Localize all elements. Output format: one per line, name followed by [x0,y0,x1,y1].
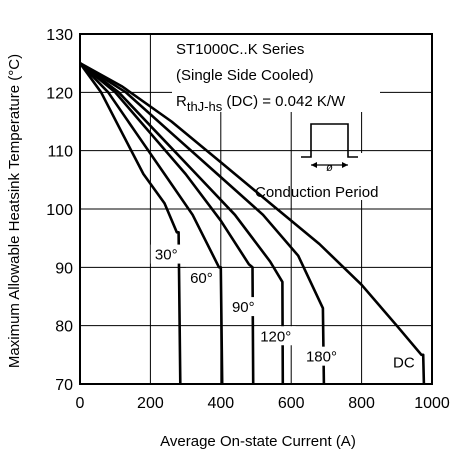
thermal-resistance-symbol: R [176,93,187,110]
y-tick-label: 80 [55,319,73,336]
x-tick-label: 200 [137,395,164,412]
curve-90° [79,62,255,385]
curve-label-background [150,244,182,264]
x-axis-ticks: 0 200 400 600 800 1000 [76,395,450,412]
curve-label: 30° [155,247,178,264]
plot-frame [79,33,433,385]
phase-angle-symbol: ø [326,162,333,174]
curve-label: 60° [190,270,213,287]
thermal-resistance-label: RthJ-hs (DC) = 0.042 K/W [176,93,346,114]
y-axis-ticks: 70 80 90 100 110 120 130 [46,27,73,394]
curve-label-background [227,297,259,317]
conduction-period-inset: ø Conduction Period [255,123,428,201]
y-tick-label: 120 [46,85,73,102]
y-axis-title: Maximum Allowable Heatsink Temperature (… [6,54,23,368]
y-tick-label: 110 [47,144,73,161]
curve-label: 120° [260,328,291,345]
conduction-period-label: Conduction Period [255,184,378,201]
curve-60° [79,62,224,385]
y-tick-label: 130 [46,27,73,44]
x-tick-label: 400 [207,395,234,412]
x-tick-label: 600 [278,395,305,412]
series-annotation: ST1000C..K Series (Single Side Cooled) R… [172,34,380,114]
curve-label: 180° [306,349,337,366]
curve-120° [79,62,285,385]
thermal-resistance-subscript: thJ-hs [187,99,223,114]
cooling-note: (Single Side Cooled) [176,67,314,84]
x-tick-label: 0 [76,395,85,412]
x-tick-label: 1000 [414,395,450,412]
curve-180° [79,62,326,385]
curves [78,62,426,385]
x-tick-label: 800 [348,395,375,412]
series-title: ST1000C..K Series [176,41,304,58]
pulse-waveform-icon [301,123,358,158]
curve-label-background [301,346,342,366]
curve-labels: 30° 60° 90° 120° 180° DC [150,244,415,372]
curve-30° [78,62,182,385]
y-tick-label: 100 [46,202,73,219]
conduction-inset-background [296,153,428,200]
curve-DC [79,62,426,385]
curve-label-background [392,352,415,372]
annotation-background [172,34,380,112]
curve-label: DC [393,355,415,372]
thermal-resistance-value: (DC) = 0.042 K/W [222,93,346,110]
curve-label: 90° [232,299,255,316]
x-axis-title: Average On-state Current (A) [160,433,356,450]
period-arrow-right-icon [342,162,348,168]
curve-label-background [255,326,296,346]
curve-label-background [185,267,217,287]
period-arrow-left-icon [311,162,317,168]
y-tick-label: 90 [55,260,73,277]
y-tick-label: 70 [55,377,73,394]
